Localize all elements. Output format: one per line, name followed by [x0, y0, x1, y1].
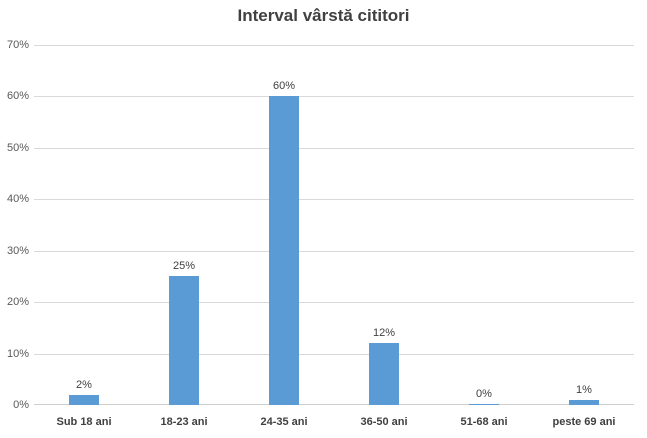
gridline — [34, 147, 634, 149]
x-axis: Sub 18 ani 18-23 ani 24-35 ani 36-50 ani 51-… — [34, 410, 634, 428]
y-axis-tick-label: 0% — [13, 399, 29, 411]
gridline — [34, 96, 634, 98]
gridline — [34, 250, 634, 252]
gridline — [34, 404, 634, 405]
bar-value-label: 1% — [576, 383, 592, 396]
bar — [69, 394, 99, 405]
gridline — [34, 199, 634, 201]
y-axis-tick-label: 70% — [6, 39, 29, 51]
x-axis-category-label: 36-50 ani — [360, 416, 408, 428]
y-axis-tick-label: 30% — [6, 244, 29, 257]
y-axis-tick-label: 60% — [6, 90, 29, 103]
x-axis-category-label: peste 69 ani — [552, 416, 616, 428]
gridline — [34, 45, 634, 46]
y-axis: 0% 10% 20% 30% 40% 50% 60% 70% — [0, 39, 29, 411]
plot-area: 2% 25% 60% 12% 0% 1% — [34, 45, 634, 405]
gridline — [34, 353, 634, 355]
gridline — [34, 302, 634, 304]
bar — [269, 96, 299, 405]
bar — [169, 276, 199, 405]
x-axis-category-label: 51-68 ani — [460, 416, 508, 428]
x-axis-category-label: Sub 18 ani — [56, 416, 112, 428]
y-axis-tick-label: 10% — [6, 347, 29, 360]
y-axis-tick-label: 20% — [6, 296, 29, 309]
x-axis-category-label: 18-23 ani — [160, 416, 208, 428]
bar-value-label: 12% — [372, 327, 396, 340]
bar-value-label: 25% — [172, 260, 196, 273]
bar — [369, 343, 399, 405]
bar — [469, 403, 499, 405]
bar-value-label: 0% — [476, 387, 492, 400]
x-axis-category-label: 24-35 ani — [260, 416, 308, 428]
bar-value-label: 2% — [76, 378, 92, 391]
bar — [569, 399, 599, 405]
y-axis-tick-label: 50% — [6, 141, 29, 154]
y-axis-tick-label: 40% — [6, 193, 29, 206]
chart-title: Interval vârstă cititori — [237, 6, 410, 25]
bar-value-label: 60% — [272, 80, 296, 93]
